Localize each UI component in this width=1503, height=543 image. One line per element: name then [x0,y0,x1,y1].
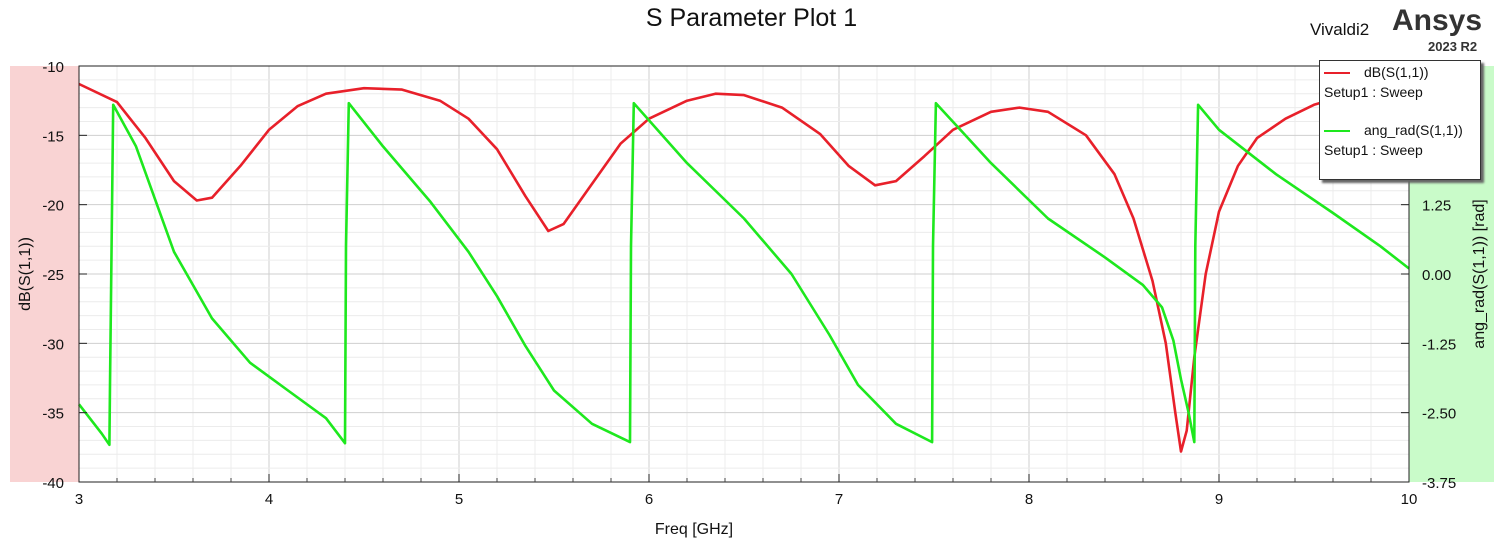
y-left-tick-label: -35 [42,406,64,423]
series-layer [77,82,1410,453]
y-left-tick-label: -40 [42,475,64,492]
axis-labels: 3 4 5 6 7 8 9 10 -10 -15 -20 -25 -30 -35 -40 1.25 0.00 -1… [17,59,1488,538]
legend-series-setup: Setup1 : Sweep [1324,142,1423,158]
y-left-tick-label: -15 [42,128,64,145]
x-tick-label: 4 [265,491,273,508]
y-left-tick-label: -25 [42,267,64,284]
chart-title: S Parameter Plot 1 [645,4,858,32]
legend-entry-db[interactable]: dB(S(1,1)) Setup1 : Sweep [1320,61,1480,115]
y-right-tick-label: -2.50 [1422,406,1456,423]
x-tick-label: 6 [645,491,653,508]
legend-series-setup: Setup1 : Sweep [1324,84,1423,100]
y-left-tick-label: -30 [42,336,64,353]
x-tick-label: 9 [1215,491,1223,508]
legend[interactable]: dB(S(1,1)) Setup1 : Sweep ang_rad(S(1,1)… [1319,60,1481,180]
x-tick-label: 7 [835,491,843,508]
legend-entry-angle[interactable]: ang_rad(S(1,1)) Setup1 : Sweep [1320,119,1480,173]
brand-logo: Ansys [1392,4,1483,37]
y-left-axis-label: dB(S(1,1)) [17,237,34,311]
y-right-tick-label: -3.75 [1422,475,1456,492]
grid [78,65,1410,483]
legend-swatch-db [1324,72,1350,74]
legend-series-name: dB(S(1,1)) [1364,64,1429,80]
left-axis-band [10,66,79,482]
legend-swatch-angle [1324,130,1350,132]
x-tick-label: 8 [1025,491,1033,508]
version-label: 2023 R2 [1428,39,1478,54]
x-axis-label: Freq [GHz] [655,521,733,538]
y-right-tick-label: -1.25 [1422,336,1456,353]
legend-series-name: ang_rad(S(1,1)) [1364,122,1463,138]
series-line-angle-s11 [77,101,1410,447]
project-name: Vivaldi2 [1310,20,1370,39]
x-tick-label: 3 [75,491,83,508]
y-left-tick-label: -20 [42,198,64,215]
y-right-tick-label: 1.25 [1422,198,1451,215]
x-tick-label: 5 [455,491,463,508]
series-line-db-s11 [78,82,1334,453]
y-right-tick-label: 0.00 [1422,267,1451,284]
y-right-axis-label: ang_rad(S(1,1)) [rad] [1471,199,1488,348]
tick-marks [78,65,1410,483]
x-tick-label: 10 [1401,491,1418,508]
y-left-tick-label: -10 [42,59,64,76]
